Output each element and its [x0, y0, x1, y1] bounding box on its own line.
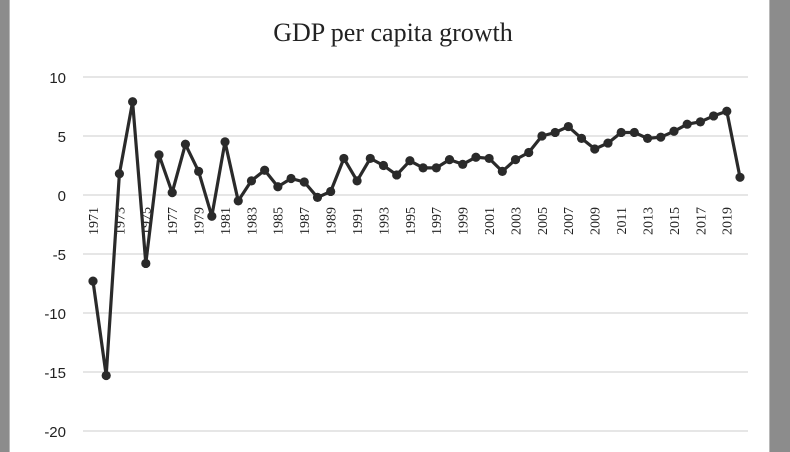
- x-tick-label: 1989: [325, 207, 340, 235]
- y-tick-label: -5: [53, 247, 66, 264]
- data-point: [352, 176, 362, 186]
- x-tick-label: 1971: [87, 207, 102, 235]
- data-point: [458, 159, 468, 169]
- data-point: [431, 163, 441, 173]
- x-tick-label: 1997: [430, 207, 445, 235]
- data-point: [722, 106, 732, 116]
- x-tick-label: 1985: [272, 207, 287, 235]
- data-point: [444, 155, 455, 165]
- x-tick-label: 1991: [351, 207, 366, 235]
- y-tick-label: -20: [44, 424, 66, 441]
- x-tick-label: 2005: [536, 207, 551, 235]
- data-point: [510, 155, 521, 165]
- data-point: [194, 166, 204, 176]
- data-point: [286, 173, 296, 184]
- x-tick-label: 2001: [483, 207, 498, 235]
- data-point: [524, 147, 534, 158]
- data-point: [656, 132, 666, 142]
- data-point: [365, 153, 375, 164]
- x-tick-label: 1977: [166, 207, 181, 235]
- data-point: [418, 163, 428, 173]
- data-point: [88, 276, 98, 286]
- data-point: [114, 169, 125, 179]
- data-point: [154, 150, 164, 160]
- data-point: [378, 160, 389, 171]
- data-point: [101, 370, 111, 381]
- x-tick-label: 2019: [721, 207, 736, 235]
- x-tick-label: 2009: [589, 207, 604, 235]
- x-tick-label: 1979: [193, 207, 208, 235]
- y-tick-label: -10: [44, 306, 66, 323]
- data-point: [312, 192, 323, 202]
- data-point: [576, 133, 587, 143]
- y-tick-label: 0: [58, 188, 66, 205]
- data-point: [405, 156, 415, 166]
- y-tick-label: 5: [58, 129, 66, 146]
- x-tick-label: 1993: [377, 207, 392, 235]
- data-point: [128, 97, 138, 107]
- data-point: [603, 138, 613, 148]
- data-point: [180, 139, 191, 149]
- x-tick-label: 1999: [457, 207, 472, 235]
- data-point: [590, 144, 600, 154]
- data-point: [735, 172, 745, 182]
- data-point: [550, 127, 560, 138]
- data-point: [537, 131, 547, 141]
- x-tick-label: 1983: [245, 207, 260, 235]
- data-point: [299, 177, 309, 187]
- y-tick-label: -15: [44, 365, 66, 382]
- data-point: [695, 117, 705, 127]
- data-point: [141, 258, 151, 269]
- x-tick-label: 1995: [404, 207, 419, 235]
- data-point: [471, 152, 481, 162]
- x-tick-label: 2003: [509, 207, 524, 235]
- data-point: [629, 127, 639, 138]
- x-tick-label: 2007: [562, 207, 577, 235]
- y-tick-label: 10: [49, 70, 66, 87]
- chart-frame: [9, 0, 770, 452]
- x-tick-label: 2011: [615, 207, 630, 234]
- data-point: [616, 127, 626, 138]
- data-point: [563, 121, 573, 132]
- data-point: [339, 153, 349, 164]
- data-point: [207, 211, 217, 221]
- data-point: [326, 186, 336, 197]
- x-tick-label: 2015: [668, 207, 683, 235]
- x-tick-label: 2013: [641, 207, 656, 235]
- series-line: [91, 100, 742, 378]
- data-point: [708, 111, 719, 121]
- data-point: [682, 119, 692, 129]
- x-tick-label: 2017: [694, 207, 709, 235]
- data-point: [260, 165, 270, 175]
- data-point: [392, 170, 402, 180]
- data-point: [273, 182, 283, 192]
- data-point: [669, 126, 679, 136]
- data-point: [246, 176, 257, 186]
- data-point: [642, 133, 653, 143]
- data-point: [233, 196, 243, 206]
- x-tick-label: 1987: [298, 207, 313, 235]
- x-tick-label: 1981: [219, 207, 234, 235]
- data-point: [484, 153, 494, 164]
- data-point: [167, 188, 177, 198]
- data-point: [220, 137, 230, 147]
- chart-title: GDP per capita growth: [273, 18, 513, 47]
- data-point: [497, 166, 507, 176]
